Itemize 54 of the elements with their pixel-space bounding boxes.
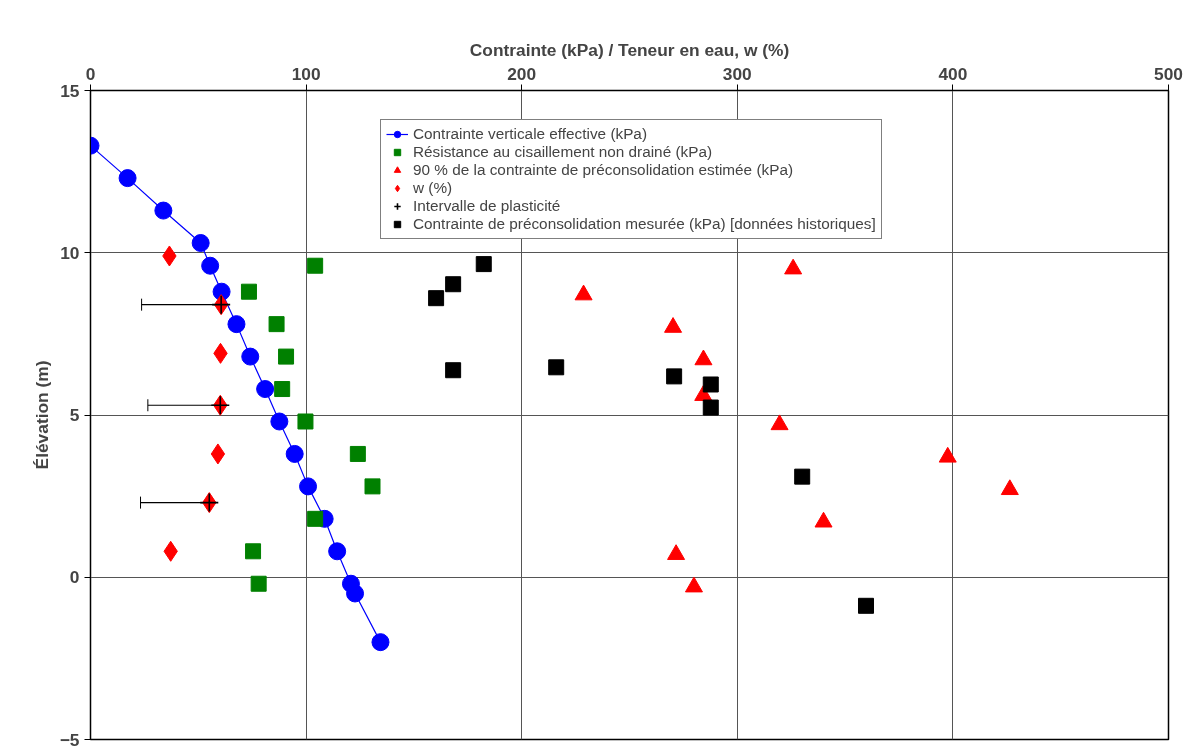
point xyxy=(285,444,304,463)
point xyxy=(328,542,347,561)
point xyxy=(307,257,324,274)
point xyxy=(297,413,314,430)
point xyxy=(858,597,875,614)
legend-label: 90 % de la contrainte de préconsolidation estimée (kPa) xyxy=(413,161,794,179)
y-tick-label: 10 xyxy=(60,242,80,263)
legend-label: Contrainte de préconsolidation mesurée (kPa) [données historiques] xyxy=(413,215,876,233)
point xyxy=(445,362,462,379)
point xyxy=(364,478,381,495)
point xyxy=(191,234,210,252)
point xyxy=(475,256,492,273)
point xyxy=(666,368,683,385)
point xyxy=(428,290,445,307)
legend-label: Contrainte verticale effective (kPa) xyxy=(413,125,648,143)
x-tick-label: 200 xyxy=(507,63,537,84)
y-tick-label: −5 xyxy=(59,729,80,749)
point xyxy=(245,543,262,560)
point xyxy=(445,276,462,293)
point xyxy=(371,633,390,652)
point xyxy=(299,477,318,496)
point xyxy=(227,315,246,334)
point xyxy=(154,201,173,220)
legend-label: Intervalle de plasticité xyxy=(413,197,561,215)
point xyxy=(307,510,324,527)
x-tick-label: 0 xyxy=(85,63,96,84)
point xyxy=(118,169,137,188)
point xyxy=(250,575,267,592)
point xyxy=(201,256,220,275)
point xyxy=(278,348,295,365)
point xyxy=(241,347,260,366)
x-tick-label: 500 xyxy=(1154,63,1183,84)
point xyxy=(349,445,366,462)
point xyxy=(346,584,365,603)
y-tick-label: 15 xyxy=(60,80,80,101)
point xyxy=(270,412,289,431)
point xyxy=(702,399,719,416)
y-tick-label: 0 xyxy=(69,567,80,588)
point xyxy=(240,283,257,300)
x-tick-label: 300 xyxy=(722,63,752,84)
point xyxy=(274,381,291,398)
point xyxy=(268,316,285,333)
point xyxy=(794,468,811,485)
point xyxy=(256,380,275,399)
x-axis-title: Contrainte (kPa) / Teneur en eau, w (%) xyxy=(469,39,790,60)
x-tick-label: 100 xyxy=(291,63,321,84)
y-axis-title: Élévation (m) xyxy=(31,360,52,470)
y-tick-label: 5 xyxy=(69,405,80,425)
legend-label: w (%) xyxy=(413,179,453,197)
point xyxy=(210,443,226,465)
point xyxy=(702,376,719,393)
x-tick-label: 400 xyxy=(938,63,968,84)
legend-label: Résistance au cisaillement non drainé (kPa) xyxy=(413,143,713,161)
point xyxy=(548,359,565,376)
